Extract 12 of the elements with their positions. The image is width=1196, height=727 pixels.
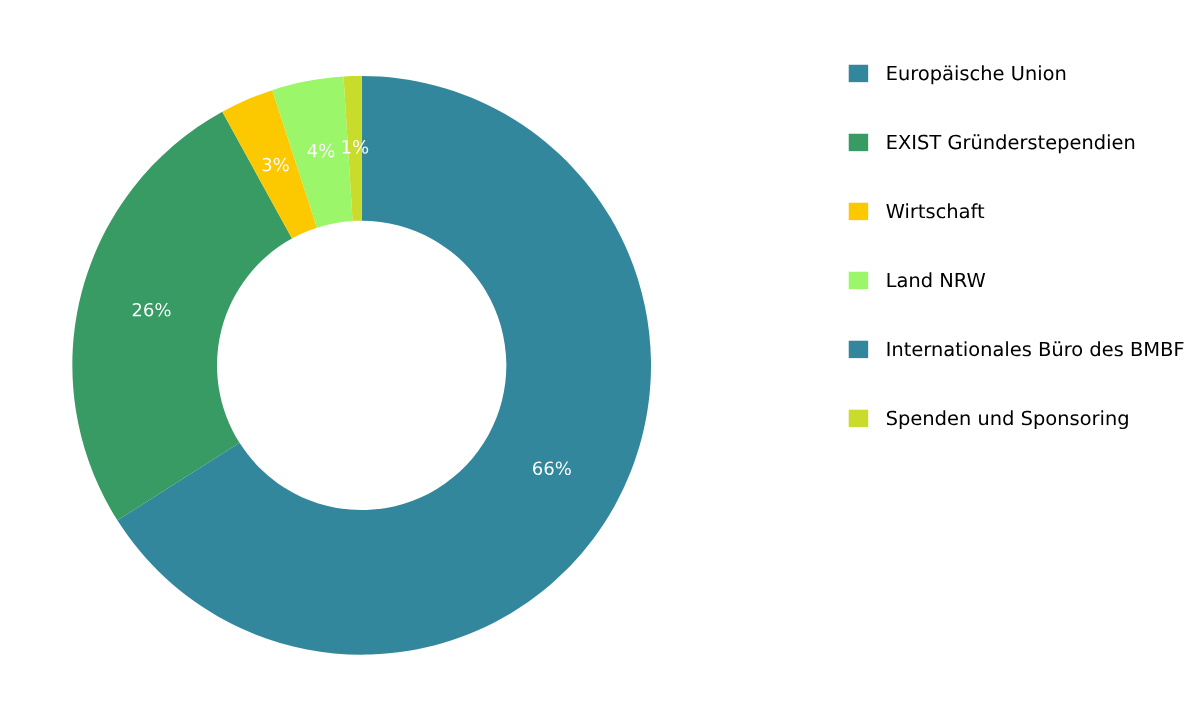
data-label: 66% xyxy=(533,461,571,476)
legend-label: Europäische Union xyxy=(887,65,1066,85)
data-label: 26% xyxy=(132,302,171,317)
data-label: 4% xyxy=(307,143,335,158)
data-label: 3% xyxy=(262,157,289,172)
legend-label: EXIST Gründerstependien xyxy=(887,134,1135,154)
legend-label: Spenden und Sponsoring xyxy=(886,410,1128,430)
legend-label: Land NRW xyxy=(887,272,986,288)
donut-slice xyxy=(72,111,292,521)
donut-slice xyxy=(117,75,651,655)
legend-label: Internationales Büro des BMBF xyxy=(887,341,1184,357)
legend-label: Wirtschaft xyxy=(886,203,985,219)
